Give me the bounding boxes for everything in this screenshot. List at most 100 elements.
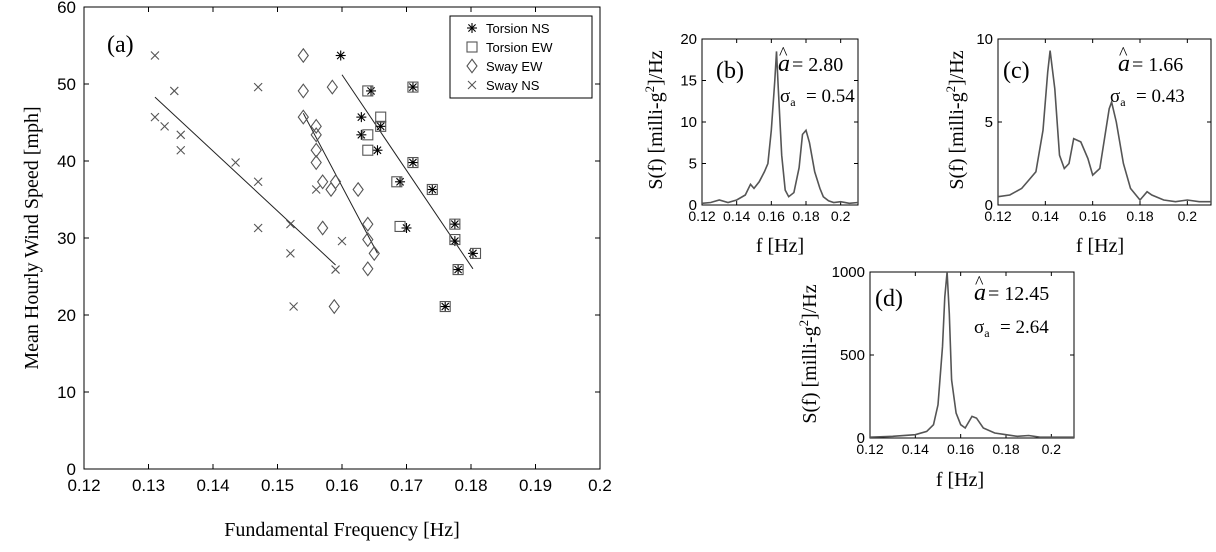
xtick-label: 0.15 bbox=[261, 476, 294, 495]
data-point-square bbox=[362, 85, 374, 97]
data-point-x bbox=[311, 185, 321, 194]
ytick-label: 20 bbox=[680, 31, 697, 48]
panel-c-spectrum-line bbox=[997, 50, 1211, 203]
data-point-square bbox=[407, 81, 419, 93]
data-point-x bbox=[169, 86, 179, 96]
data-point-diamond bbox=[310, 127, 322, 143]
xtick-label: 0.18 bbox=[792, 208, 819, 224]
panel-d-spectrum: 0 500 1000 0.12 0.14 0.16 0.18 0.2 (d) a ^ = 12… bbox=[796, 264, 1075, 491]
legend-label: Sway EW bbox=[486, 59, 543, 74]
data-point-square bbox=[362, 144, 374, 156]
panel-d-sigma: σa = 2.64 bbox=[974, 317, 1049, 340]
data-point-diamond bbox=[325, 181, 337, 198]
xtick-label: 0.16 bbox=[1079, 208, 1106, 224]
panel-b-sigma: σa = 0.54 bbox=[780, 86, 855, 109]
data-point-diamond bbox=[362, 216, 374, 232]
xtick-label: 0.16 bbox=[325, 476, 358, 495]
data-point-asterisk bbox=[427, 184, 438, 195]
hat-accent: ^ bbox=[1119, 43, 1128, 63]
data-point-asterisk bbox=[467, 248, 478, 259]
data-point-asterisk bbox=[401, 222, 412, 233]
panel-b-label: (b) bbox=[716, 58, 744, 84]
panel-c-sigma: σa = 0.43 bbox=[1110, 86, 1185, 109]
panel-d-spectrum-line bbox=[869, 271, 1074, 439]
data-point-diamond bbox=[310, 118, 322, 135]
panel-b-xlabel: f [Hz] bbox=[756, 235, 804, 257]
ytick-label: 5 bbox=[689, 156, 697, 173]
data-point-x bbox=[253, 82, 263, 92]
data-point-diamond bbox=[310, 154, 322, 171]
fit-line-2 bbox=[302, 113, 378, 254]
panel-a-xlabel: Fundamental Frequency [Hz] bbox=[224, 519, 459, 541]
panel-c-xlabel: f [Hz] bbox=[1076, 235, 1124, 257]
data-point-diamond bbox=[316, 220, 329, 236]
panel-b-spectrum-line bbox=[701, 51, 859, 205]
data-point-x bbox=[337, 236, 347, 246]
a-hat-symbol: a bbox=[1118, 51, 1130, 77]
legend-label: Sway NS bbox=[486, 78, 540, 93]
data-point-diamond bbox=[297, 47, 309, 64]
data-point-diamond bbox=[297, 83, 309, 99]
sigma-symbol: σa bbox=[780, 86, 796, 109]
data-point-diamond bbox=[297, 109, 309, 125]
data-point-square bbox=[452, 264, 464, 276]
panel-d-sigma-value: = 2.64 bbox=[1000, 317, 1049, 338]
xtick-label: 0.17 bbox=[390, 476, 423, 495]
legend-label: Torsion NS bbox=[486, 21, 550, 36]
hat-accent: ^ bbox=[779, 43, 788, 63]
hat-accent: ^ bbox=[975, 272, 984, 292]
ytick-label: 15 bbox=[680, 73, 697, 90]
panel-b-a-hat: a ^ = 2.80 bbox=[778, 43, 843, 77]
xtick-label: 0.16 bbox=[758, 208, 785, 224]
legend-marker-asterisk bbox=[467, 23, 477, 33]
data-point-asterisk bbox=[395, 176, 406, 187]
data-point-asterisk bbox=[356, 129, 367, 140]
data-point-asterisk bbox=[407, 82, 418, 93]
data-point-square bbox=[391, 176, 403, 188]
data-point-square bbox=[426, 183, 438, 196]
panel-b-sigma-value: = 0.54 bbox=[806, 86, 855, 107]
data-point-asterisk bbox=[449, 219, 460, 230]
data-point-square bbox=[375, 120, 387, 132]
legend-entry: Torsion NS bbox=[467, 21, 550, 36]
data-point-diamond bbox=[328, 298, 340, 315]
xtick-label: 0.12 bbox=[688, 208, 715, 224]
data-point-diamond bbox=[316, 174, 329, 190]
ytick-label: 60 bbox=[57, 0, 76, 17]
xtick-label: 0.18 bbox=[992, 441, 1019, 457]
data-point-x bbox=[150, 51, 160, 60]
data-point-x bbox=[176, 130, 186, 140]
data-point-square bbox=[394, 220, 406, 232]
ytick-label: 1000 bbox=[832, 264, 865, 281]
data-point-square bbox=[449, 233, 461, 246]
data-point-asterisk bbox=[366, 85, 377, 96]
ytick-label: 0 bbox=[67, 460, 76, 479]
panel-c-spectrum: 0 5 10 0.12 0.14 0.16 0.18 0.2 (c) a ^ = 1.66 σ… bbox=[943, 31, 1212, 257]
data-point-square bbox=[469, 247, 482, 259]
legend-entry: Sway EW bbox=[466, 58, 543, 74]
data-point-diamond bbox=[310, 142, 322, 158]
sigma-symbol: σa bbox=[1110, 86, 1126, 109]
xtick-label: 0.2 bbox=[588, 476, 612, 495]
data-point-square bbox=[449, 218, 461, 230]
xtick-label: 0.18 bbox=[1126, 208, 1153, 224]
xtick-label: 0.12 bbox=[984, 208, 1011, 224]
ytick-label: 20 bbox=[57, 306, 76, 325]
data-point-square bbox=[375, 111, 387, 123]
ytick-label: 0 bbox=[689, 197, 697, 214]
data-point-square bbox=[362, 129, 374, 141]
panel-c-sigma-value: = 0.43 bbox=[1136, 86, 1185, 107]
data-point-diamond bbox=[368, 245, 380, 262]
data-point-diamond bbox=[326, 79, 339, 95]
ytick-label: 50 bbox=[57, 75, 76, 94]
data-point-asterisk bbox=[440, 301, 451, 312]
ytick-label: 10 bbox=[976, 31, 993, 48]
panel-b-ylabel: S(f) [milli-g2]/Hz bbox=[642, 50, 667, 189]
data-point-asterisk bbox=[407, 157, 418, 168]
data-point-x bbox=[286, 249, 295, 258]
panel-d-a-value: = 12.45 bbox=[988, 283, 1049, 305]
panel-d-xlabel: f [Hz] bbox=[936, 469, 984, 491]
xtick-label: 0.2 bbox=[1042, 441, 1062, 457]
data-point-diamond bbox=[352, 181, 364, 198]
